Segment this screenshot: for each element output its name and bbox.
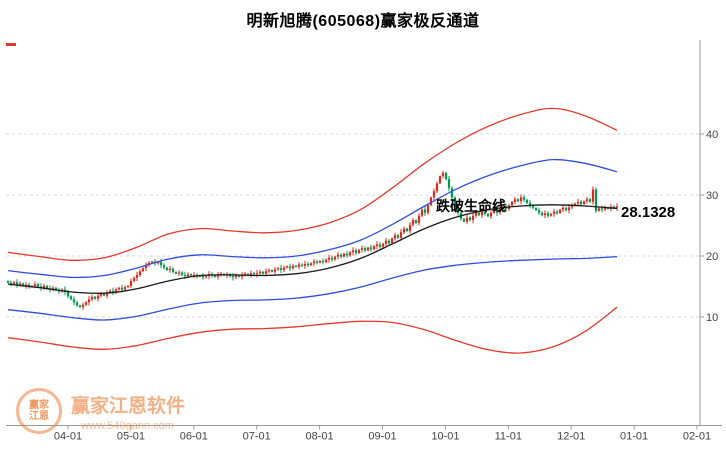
annotation-label: 跌破生命线 (436, 198, 506, 214)
down-candle-bodies (6, 173, 616, 308)
y-axis-label: 30 (706, 190, 718, 202)
x-axis-label: 12-01 (557, 431, 585, 443)
scale-marker (6, 43, 16, 46)
x-axis-label: 04-01 (54, 431, 82, 443)
up-candle-bodies (12, 173, 619, 308)
y-axis-label: 20 (706, 251, 718, 263)
x-axis-label: 01-01 (620, 431, 648, 443)
y-axis-label: 10 (706, 312, 718, 324)
x-axis-label: 05-01 (117, 431, 145, 443)
x-axis-label: 02-01 (683, 431, 711, 443)
band-lower-blue-line (7, 255, 618, 321)
x-axis-label: 06-01 (180, 431, 208, 443)
band-upper-blue-line (7, 158, 618, 279)
band-lower-red-line (7, 306, 618, 354)
last-price-label: 28.1328 (621, 204, 675, 221)
x-axis-label: 07-01 (243, 431, 271, 443)
y-axis-label: 40 (706, 129, 718, 141)
x-axis-label: 11-01 (495, 431, 522, 443)
x-axis-label: 09-01 (368, 431, 396, 443)
x-axis-label: 08-01 (306, 431, 334, 443)
page-title: 明新旭腾(605068)赢家极反通道 (246, 13, 480, 30)
band-upper-red-line (7, 107, 618, 261)
band-middle-line (7, 204, 618, 294)
up-candle-wicks (13, 170, 618, 310)
down-candle-wicks (7, 171, 615, 308)
x-axis-label: 10-01 (431, 431, 459, 443)
